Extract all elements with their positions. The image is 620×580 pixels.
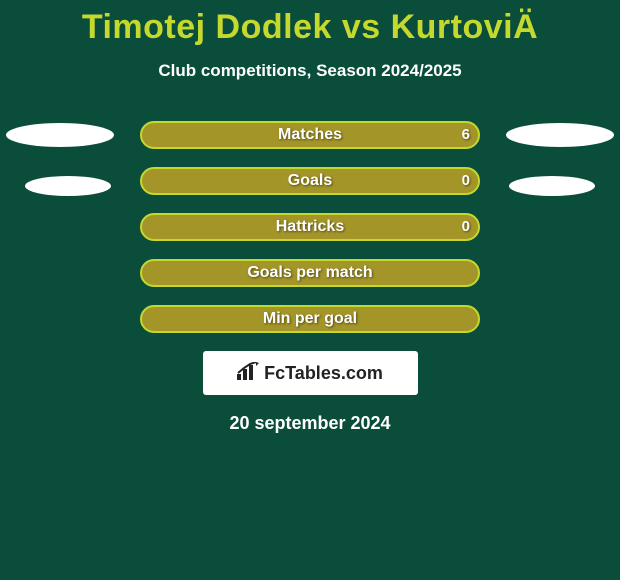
- logo-text: FcTables.com: [237, 362, 383, 385]
- comparison-subtitle: Club competitions, Season 2024/2025: [0, 61, 620, 81]
- stat-row: Min per goal: [0, 305, 620, 333]
- stat-value: 0: [140, 167, 470, 195]
- stat-value: 0: [140, 213, 470, 241]
- stat-row: Goals 0: [0, 167, 620, 195]
- stat-value: 6: [140, 121, 470, 149]
- snapshot-date: 20 september 2024: [0, 413, 620, 434]
- comparison-title: Timotej Dodlek vs KurtoviÄ: [0, 0, 620, 47]
- stat-row: Goals per match: [0, 259, 620, 287]
- bars-icon: [237, 362, 259, 385]
- stat-label: Min per goal: [140, 305, 480, 333]
- stat-row: Hattricks 0: [0, 213, 620, 241]
- stats-area: Matches 6 Goals 0 Hattricks 0 Goals per …: [0, 121, 620, 333]
- logo-label: FcTables.com: [264, 363, 383, 384]
- stat-row: Matches 6: [0, 121, 620, 149]
- fctables-logo[interactable]: FcTables.com: [203, 351, 418, 395]
- stat-label: Goals per match: [140, 259, 480, 287]
